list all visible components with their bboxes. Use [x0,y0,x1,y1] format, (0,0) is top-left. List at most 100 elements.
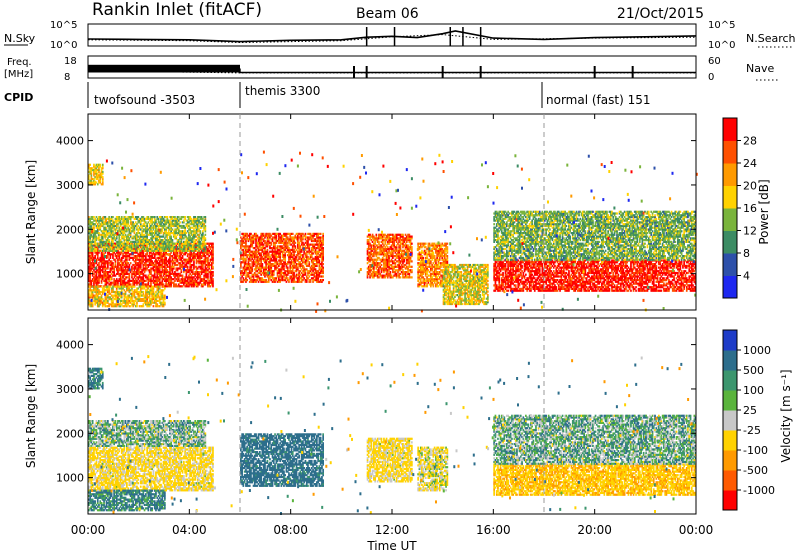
heat-cell [186,219,189,222]
heat-cell [137,232,140,235]
heat-cell [179,267,181,270]
heat-cell [99,226,102,229]
heat-cell [113,237,115,240]
heat-cell [169,274,171,277]
heat-cell [167,228,170,231]
heat-cell [194,272,197,275]
heat-cell [117,244,119,247]
heat-cell [199,244,202,247]
heat-cell [95,232,98,235]
heat-cell [164,224,166,228]
heat-cell [199,271,202,274]
heat-cell [139,267,142,270]
heat-cell [205,274,208,277]
heat-cell [122,283,124,286]
heat-cell [145,285,147,288]
heat-cell [152,242,155,245]
heat-cell [88,269,90,272]
heat-cell [91,290,94,294]
heat-cell [156,267,159,270]
heat-cell [179,242,181,245]
heat-cell [105,271,108,274]
heat-cell [198,230,200,233]
heat-cell [199,258,202,261]
heat-cell [100,240,103,243]
heat-cell [165,226,167,229]
heat-cell [174,272,176,275]
heat-cell [96,263,99,267]
heat-cell [160,265,162,268]
heat-cell [170,239,172,242]
heat-cell [131,242,133,245]
heat-cell [98,301,100,304]
heat-cell [100,242,103,245]
heat-cell [107,265,109,268]
heat-cell [143,258,146,261]
heat-cell [123,237,126,240]
heat-cell [104,276,107,279]
heat-cell [156,249,159,252]
heat-cell [170,235,172,238]
heat-cell [108,228,110,231]
heat-cell [115,283,118,286]
heat-cell [142,278,145,281]
heat-cell [104,283,107,286]
heat-cell [172,244,175,247]
heat-cell [198,281,200,284]
heat-cell [181,274,184,277]
heat-cell [126,265,128,268]
heat-cell [177,279,180,282]
heat-cell [131,267,133,270]
heat-cell [198,274,200,277]
heat-cell [195,249,198,252]
heat-cell [161,239,164,242]
heat-cell [138,279,141,282]
heat-cell [96,276,99,279]
heat-cell [205,247,208,251]
heat-cell [115,226,118,229]
heat-cell [124,265,127,268]
heat-cell [165,235,167,238]
heat-cell [89,235,91,238]
heat-cell [101,219,104,222]
heat-cell [148,242,151,245]
heat-cell [120,272,123,275]
heat-cell [191,253,194,256]
heat-cell [145,228,147,231]
heat-cell [186,223,189,226]
heat-cell [200,223,203,226]
heat-cell [195,247,198,251]
heat-cell [175,223,178,226]
heat-cell [93,216,95,219]
heat-cell [184,251,186,254]
heat-cell [101,298,104,301]
heat-cell [190,246,193,249]
heat-cell [134,255,137,258]
heat-cell [196,255,199,258]
heat-cell [96,281,99,284]
heat-cell [165,285,167,288]
heat-cell [200,224,203,228]
heat-cell [141,219,143,222]
heat-cell [205,267,208,270]
heat-cell [101,305,104,308]
heat-cell [109,249,112,252]
heat-cell [139,278,142,281]
heat-cell [167,262,170,265]
heat-cell [177,230,180,233]
heat-cell [204,283,207,286]
heat-cell [119,244,122,247]
heat-cell [212,274,214,277]
heat-cell [103,263,105,267]
heat-cell [127,242,129,245]
heat-cell [193,255,195,258]
heat-cell [96,228,99,231]
heat-cell [89,260,91,263]
heat-cell [151,279,153,282]
heat-cell [160,272,162,275]
heat-cell [207,256,209,259]
heat-cell [153,237,156,240]
heat-cell [138,272,141,275]
heat-cell [118,262,121,265]
heat-cell [142,216,145,219]
